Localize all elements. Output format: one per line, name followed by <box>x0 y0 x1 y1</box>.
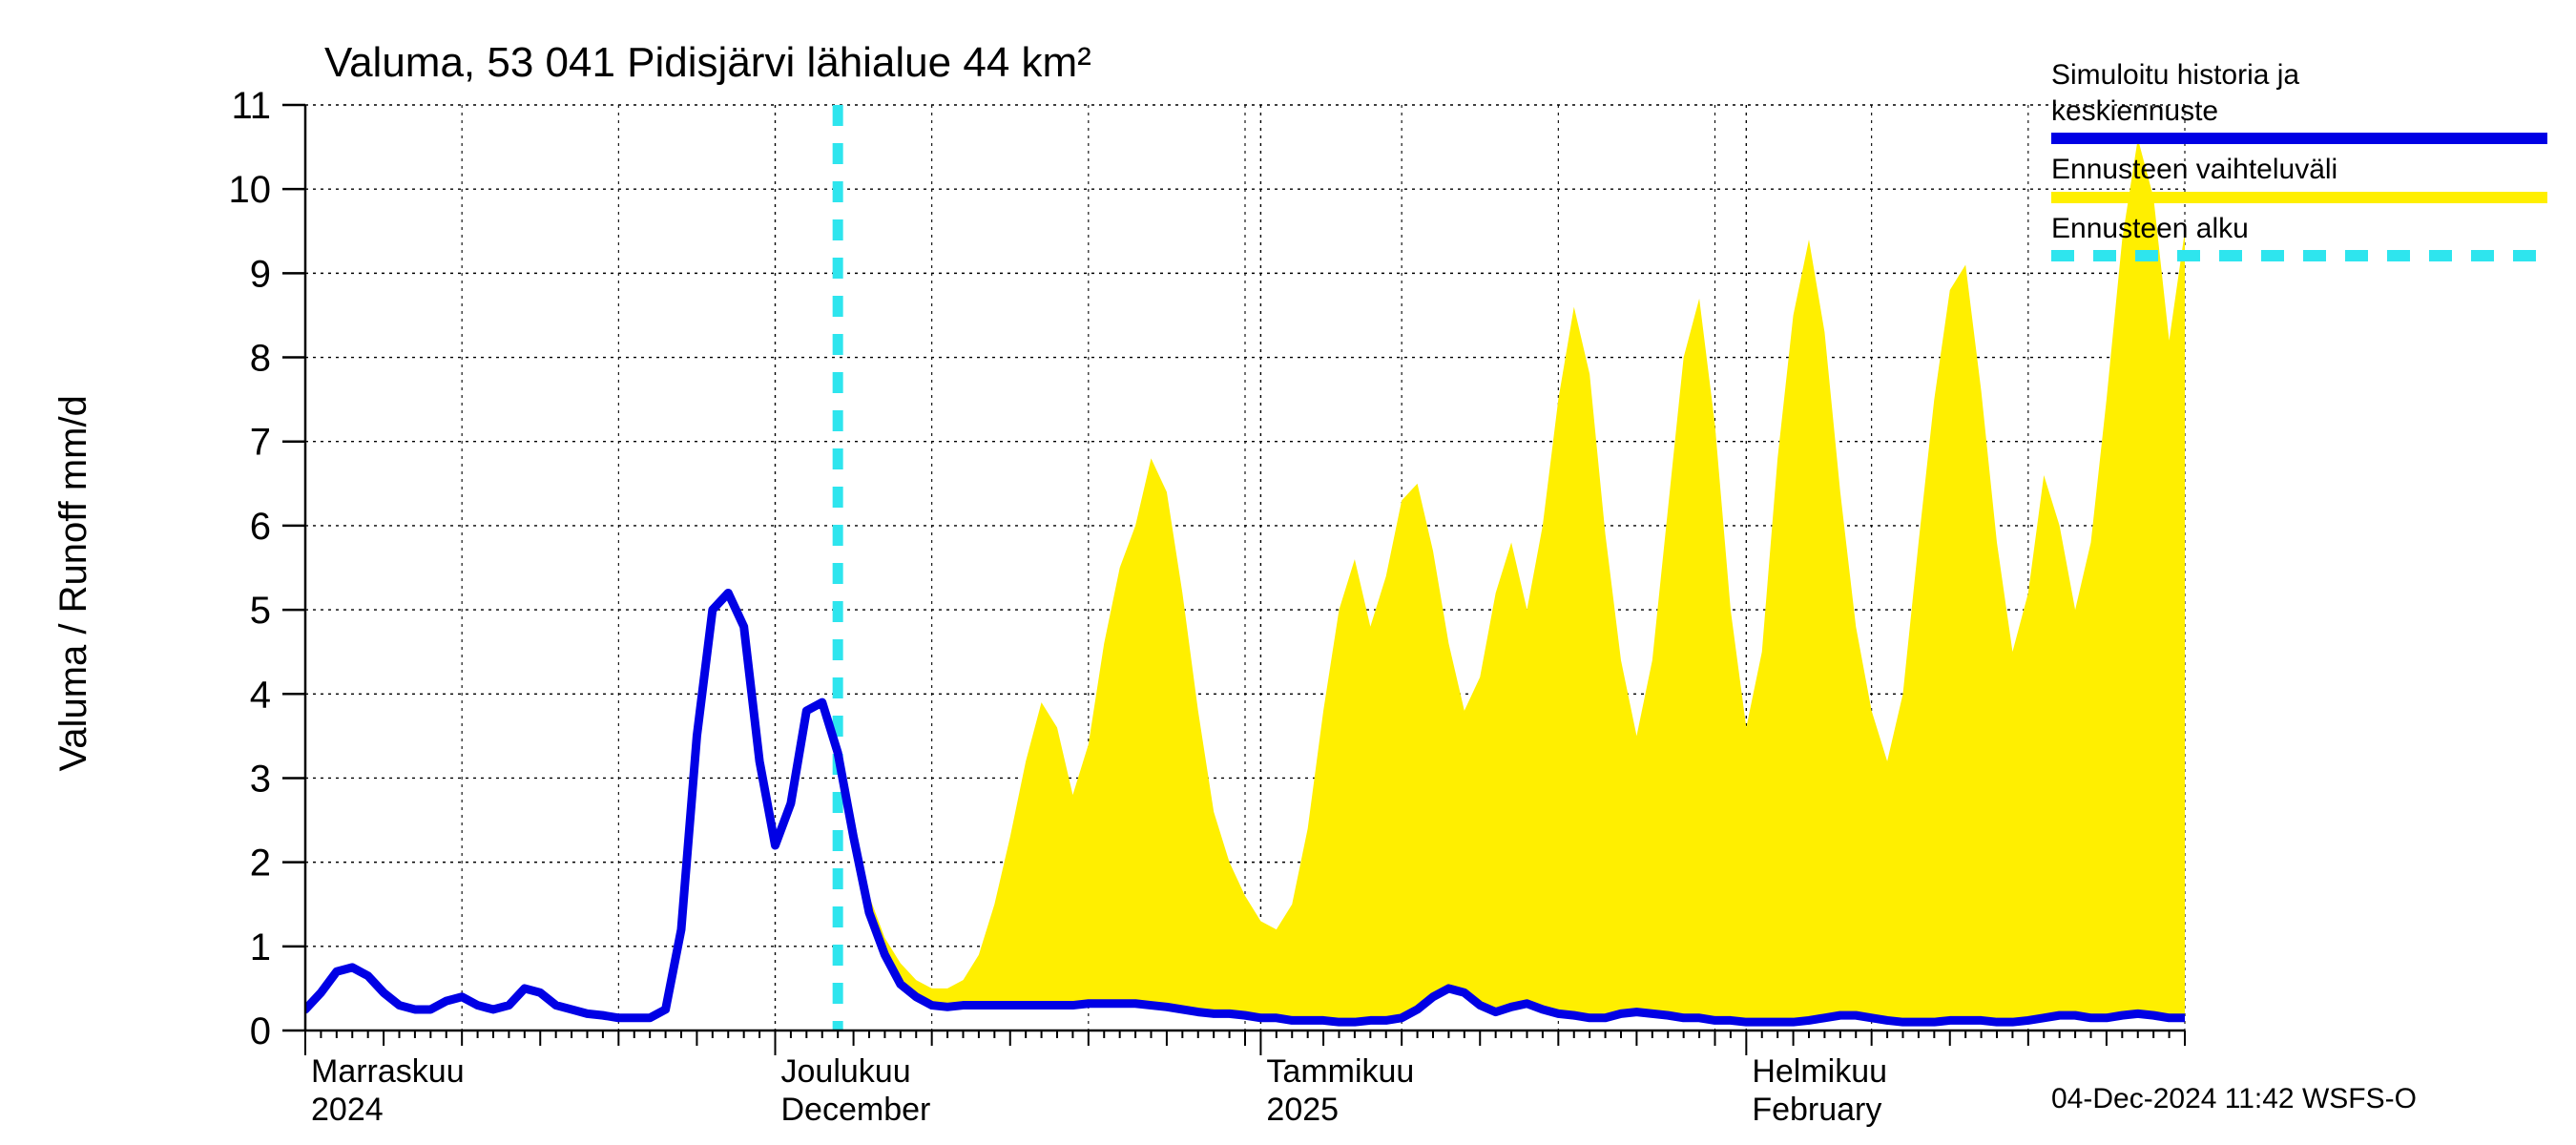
ytick-label: 2 <box>250 843 271 885</box>
legend-item: Ennusteen alku <box>2051 211 2547 262</box>
legend-swatch <box>2051 192 2547 203</box>
legend-label: Simuloitu historia ja <box>2051 57 2547 94</box>
ytick-label: 8 <box>250 338 271 380</box>
legend: Simuloitu historia jakeskiennuste Ennuste… <box>2051 57 2547 269</box>
x-month-label-fi: Joulukuu <box>781 1053 911 1090</box>
footer-timestamp: 04-Dec-2024 11:42 WSFS-O <box>2051 1083 2417 1115</box>
legend-label: Ennusteen alku <box>2051 211 2547 247</box>
x-month-label-en: 2025 <box>1266 1092 1339 1128</box>
ytick-label: 0 <box>250 1010 271 1052</box>
ytick-label: 7 <box>250 422 271 464</box>
forecast-range-area <box>838 138 2185 1022</box>
ytick-label: 5 <box>250 590 271 632</box>
x-month-label-en: February <box>1752 1092 1881 1128</box>
ytick-label: 9 <box>250 253 271 295</box>
legend-item: Simuloitu historia jakeskiennuste <box>2051 57 2547 144</box>
x-month-label-en: 2024 <box>311 1092 384 1128</box>
legend-swatch <box>2051 250 2547 261</box>
legend-label: keskiennuste <box>2051 94 2547 130</box>
x-month-label-fi: Marraskuu <box>311 1053 465 1090</box>
ytick-label: 11 <box>231 85 271 127</box>
legend-swatch <box>2051 133 2547 144</box>
ytick-label: 3 <box>250 758 271 800</box>
ytick-label: 6 <box>250 506 271 548</box>
chart-title: Valuma, 53 041 Pidisjärvi lähialue 44 km… <box>324 39 1091 86</box>
ytick-label: 1 <box>250 926 271 968</box>
ytick-label: 4 <box>250 674 271 716</box>
x-month-label-fi: Helmikuu <box>1752 1053 1887 1090</box>
ytick-label: 10 <box>229 169 272 211</box>
x-month-label-fi: Tammikuu <box>1266 1053 1414 1090</box>
x-month-label-en: December <box>781 1092 931 1128</box>
y-axis-label: Valuma / Runoff mm/d <box>52 395 94 771</box>
chart-container: 0 1 2 3 4 5 6 7 8 9 10 11 Marraskuu2024 JoulukuuDecem… <box>0 0 2576 1145</box>
legend-item: Ennusteen vaihteluväli <box>2051 152 2547 203</box>
legend-label: Ennusteen vaihteluväli <box>2051 152 2547 188</box>
